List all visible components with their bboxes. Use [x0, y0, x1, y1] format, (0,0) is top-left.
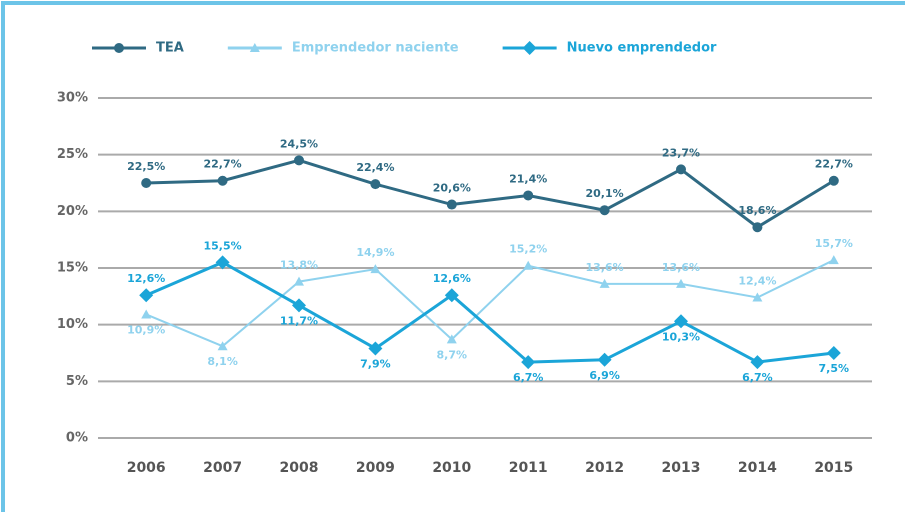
x-tick-label: 2007 — [203, 460, 242, 476]
x-tick-label: 2013 — [662, 460, 701, 476]
x-tick-label: 2014 — [738, 460, 777, 476]
series-line — [145, 259, 835, 348]
x-tick-label: 2011 — [509, 460, 548, 476]
point — [139, 288, 154, 303]
point — [676, 278, 686, 288]
point — [370, 179, 381, 190]
data-label: 12,4% — [738, 274, 776, 287]
data-label: 21,4% — [509, 172, 547, 185]
point — [444, 288, 459, 303]
point — [597, 352, 612, 367]
data-label: 8,1% — [207, 355, 238, 368]
y-tick-label: 0% — [66, 431, 88, 446]
point — [446, 199, 457, 210]
data-label: 15,2% — [509, 243, 547, 256]
data-label: 6,9% — [589, 369, 620, 382]
point — [141, 178, 152, 188]
point — [826, 346, 841, 360]
data-label: 20,6% — [433, 182, 471, 195]
data-label: 24,5% — [280, 137, 318, 150]
point — [752, 292, 763, 302]
point — [141, 309, 152, 319]
point — [599, 278, 610, 288]
x-tick-label: 2010 — [432, 460, 471, 476]
data-label: 13,6% — [662, 261, 700, 274]
point — [294, 276, 304, 286]
data-label: 20,1% — [586, 187, 624, 200]
point — [446, 334, 457, 344]
y-tick-label: 10% — [57, 317, 88, 332]
point — [292, 298, 306, 313]
x-tick-label: 2009 — [356, 460, 395, 476]
point — [522, 41, 537, 55]
data-label: 14,9% — [356, 246, 394, 259]
data-label: 13,8% — [280, 259, 318, 272]
point — [750, 355, 765, 370]
point — [217, 175, 228, 186]
x-tick-label: 2015 — [814, 460, 853, 476]
point — [215, 255, 230, 270]
data-label: 15,7% — [815, 237, 853, 250]
point — [249, 43, 260, 52]
data-label: 15,5% — [204, 239, 242, 252]
point — [676, 164, 686, 175]
data-label: 8,7% — [437, 348, 468, 361]
point — [523, 260, 534, 270]
point — [217, 341, 228, 351]
data-label: 12,6% — [127, 272, 165, 285]
data-label: 6,7% — [742, 371, 773, 384]
point — [523, 190, 534, 201]
point — [368, 341, 383, 356]
data-label: 11,7% — [280, 314, 318, 327]
data-label: 12,6% — [433, 272, 471, 285]
data-label: 22,7% — [204, 158, 242, 171]
y-tick-label: 25% — [57, 147, 88, 162]
point — [599, 205, 610, 216]
point — [828, 255, 839, 265]
x-tick-label: 2006 — [127, 460, 166, 476]
data-label: 7,9% — [360, 357, 391, 370]
legend-label: TEA — [156, 41, 184, 56]
data-label: 23,7% — [662, 146, 700, 159]
legend-label: Emprendedor naciente — [292, 41, 459, 56]
data-label: 13,6% — [586, 261, 624, 274]
point — [752, 222, 763, 233]
series-line — [146, 158, 835, 230]
y-tick-label: 20% — [57, 204, 88, 219]
y-tick-label: 5% — [66, 374, 88, 389]
data-label: 18,6% — [738, 204, 776, 217]
data-label: 22,4% — [356, 161, 394, 174]
y-tick-label: 30% — [57, 91, 88, 106]
data-label: 22,7% — [815, 158, 853, 171]
y-tick-label: 15% — [57, 261, 88, 276]
legend-label: Nuevo emprendedor — [567, 41, 717, 56]
x-tick-label: 2008 — [280, 460, 319, 476]
point — [828, 175, 839, 186]
point — [294, 155, 304, 166]
x-tick-label: 2012 — [585, 460, 624, 476]
data-label: 10,3% — [662, 330, 700, 343]
series-line — [145, 260, 834, 364]
data-label: 7,5% — [819, 362, 850, 375]
point — [114, 43, 124, 53]
point — [521, 355, 536, 370]
data-label: 10,9% — [127, 323, 165, 336]
data-label: 22,5% — [127, 160, 165, 173]
point — [674, 314, 688, 329]
data-label: 6,7% — [513, 371, 544, 384]
point — [370, 264, 381, 274]
